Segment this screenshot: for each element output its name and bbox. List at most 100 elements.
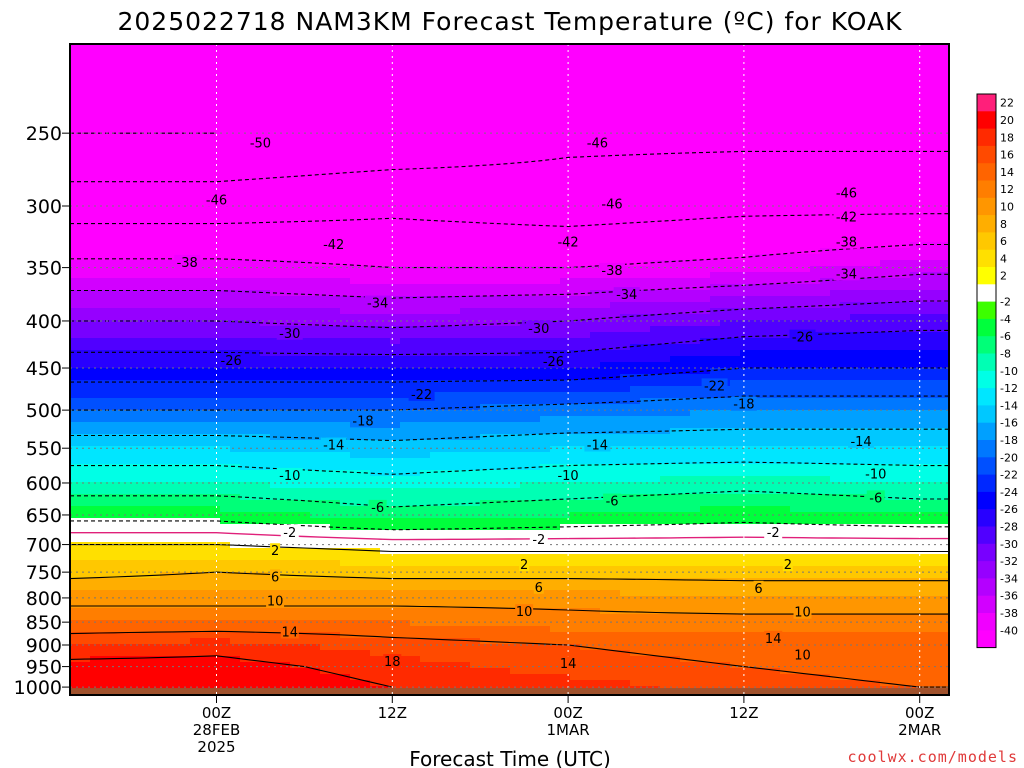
field-cell xyxy=(370,200,381,207)
field-cell xyxy=(310,536,321,543)
field-cell xyxy=(230,554,241,561)
field-cell xyxy=(350,158,361,165)
field-cell xyxy=(420,242,431,249)
field-cell xyxy=(250,542,261,549)
field-cell xyxy=(350,272,361,279)
field-cell xyxy=(320,326,331,333)
field-cell xyxy=(70,218,81,225)
field-cell xyxy=(490,62,501,69)
field-cell xyxy=(430,404,441,411)
field-cell xyxy=(290,194,301,201)
field-cell xyxy=(370,440,381,447)
field-cell xyxy=(130,494,141,501)
field-cell xyxy=(110,632,121,639)
field-cell xyxy=(360,446,371,453)
field-cell xyxy=(460,200,471,207)
field-cell xyxy=(270,416,281,423)
field-cell xyxy=(150,464,161,471)
field-cell xyxy=(120,86,131,93)
field-cell xyxy=(300,218,311,225)
field-cell xyxy=(350,218,361,225)
field-cell xyxy=(260,440,271,447)
field-cell xyxy=(360,458,371,465)
field-cell xyxy=(520,134,531,141)
field-cell xyxy=(110,422,121,429)
field-cell xyxy=(160,392,171,399)
field-cell xyxy=(90,482,101,489)
field-cell xyxy=(170,386,181,393)
field-cell xyxy=(410,308,421,315)
field-cell xyxy=(270,368,281,375)
field-cell xyxy=(250,440,261,447)
field-cell xyxy=(210,242,221,249)
field-cell xyxy=(210,140,221,147)
field-cell xyxy=(250,506,261,513)
field-cell xyxy=(320,56,331,63)
field-cell xyxy=(450,644,461,651)
field-cell xyxy=(110,116,121,123)
field-cell xyxy=(340,518,351,525)
field-cell xyxy=(130,338,141,345)
field-cell xyxy=(70,644,81,651)
field-cell xyxy=(420,452,431,459)
field-cell xyxy=(210,98,221,105)
field-cell xyxy=(120,296,131,303)
field-cell xyxy=(480,302,491,309)
field-cell xyxy=(400,542,411,549)
field-cell xyxy=(400,398,411,405)
field-cell xyxy=(210,362,221,369)
field-cell xyxy=(80,218,91,225)
field-cell xyxy=(90,422,101,429)
field-cell xyxy=(130,428,141,435)
field-cell xyxy=(150,290,161,297)
field-cell xyxy=(70,476,81,483)
field-cell xyxy=(120,266,131,273)
field-cell xyxy=(70,632,81,639)
field-cell xyxy=(370,248,381,255)
field-cell xyxy=(200,356,211,363)
field-cell xyxy=(320,230,331,237)
field-cell xyxy=(230,92,241,99)
field-cell xyxy=(180,680,191,687)
field-cell xyxy=(70,212,81,219)
field-cell xyxy=(330,44,341,51)
field-cell xyxy=(490,80,501,87)
field-cell xyxy=(290,446,301,453)
field-cell xyxy=(290,314,301,321)
field-cell xyxy=(180,44,191,51)
field-cell xyxy=(320,272,331,279)
field-cell xyxy=(500,602,511,609)
field-cell xyxy=(410,506,421,513)
field-cell xyxy=(280,428,291,435)
field-cell xyxy=(360,224,371,231)
field-cell xyxy=(170,632,181,639)
field-cell xyxy=(320,470,331,477)
field-cell xyxy=(450,158,461,165)
field-cell xyxy=(390,602,401,609)
field-cell xyxy=(330,572,341,579)
field-cell xyxy=(470,92,481,99)
field-cell xyxy=(400,320,411,327)
field-cell xyxy=(250,248,261,255)
field-cell xyxy=(420,578,431,585)
field-cell xyxy=(100,92,111,99)
field-cell xyxy=(380,638,391,645)
field-cell xyxy=(400,314,411,321)
field-cell xyxy=(70,308,81,315)
field-cell xyxy=(190,470,201,477)
field-cell xyxy=(90,452,101,459)
field-cell xyxy=(250,224,261,231)
field-cell xyxy=(500,290,511,297)
field-cell xyxy=(430,668,441,675)
field-cell xyxy=(210,650,221,657)
field-cell xyxy=(90,332,101,339)
field-cell xyxy=(160,278,171,285)
field-cell xyxy=(280,668,291,675)
field-cell xyxy=(140,176,151,183)
field-cell xyxy=(410,356,421,363)
field-cell xyxy=(220,248,231,255)
field-cell xyxy=(380,392,391,399)
field-cell xyxy=(260,506,271,513)
field-cell xyxy=(180,212,191,219)
field-cell xyxy=(160,230,171,237)
